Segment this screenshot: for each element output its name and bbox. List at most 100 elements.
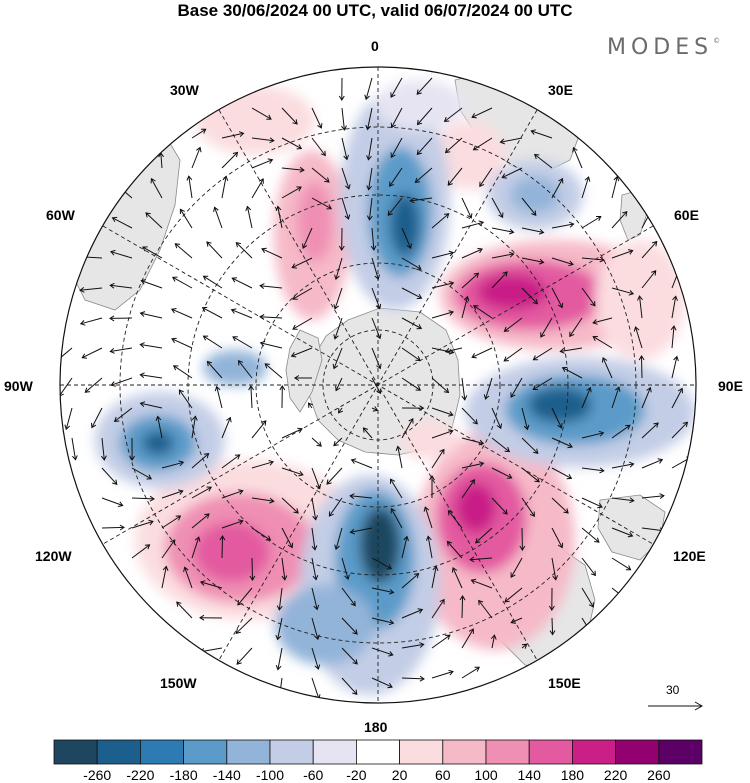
wind-vector-shaft bbox=[311, 437, 322, 447]
wind-vector-shaft bbox=[291, 257, 313, 269]
wind-vector-shaft bbox=[491, 467, 512, 479]
wind-vector-shaft bbox=[611, 287, 634, 295]
wind-vector-shaft bbox=[461, 666, 480, 679]
wind-vector-head bbox=[314, 664, 321, 670]
colorbar-bin bbox=[226, 739, 271, 765]
wind-vector-head bbox=[419, 405, 425, 412]
wind-vector-shaft bbox=[551, 407, 562, 429]
wind-vector-shaft bbox=[221, 454, 240, 469]
wind-vector-shaft bbox=[341, 617, 358, 635]
wind-vector-shaft bbox=[551, 178, 563, 199]
wind-vector-shaft bbox=[581, 257, 604, 261]
positive-anomaly-2-core bbox=[297, 182, 333, 262]
wind-vector-head bbox=[290, 352, 297, 358]
colorbar-tick-label: 140 bbox=[517, 767, 541, 783]
wind-vector-shaft bbox=[611, 176, 618, 199]
wind-vector-shaft bbox=[471, 347, 493, 358]
wind-vector-head bbox=[179, 208, 185, 214]
wind-vector-head bbox=[202, 275, 209, 281]
wind-vector-head bbox=[625, 424, 631, 430]
wind-vector-head bbox=[633, 326, 640, 332]
wind-vector-shaft bbox=[277, 206, 283, 229]
wind-vector-head bbox=[366, 215, 373, 221]
wind-vector-shaft bbox=[221, 152, 238, 169]
colorbar-tick-label: 260 bbox=[647, 767, 671, 783]
wind-vector-shaft bbox=[431, 282, 454, 289]
wind-vector-shaft bbox=[311, 527, 316, 550]
wind-vector-head bbox=[248, 385, 255, 391]
wind-vector-head bbox=[552, 575, 559, 581]
wind-vector-shaft bbox=[326, 467, 343, 485]
wind-vector-head bbox=[415, 355, 421, 362]
wind-vector-head bbox=[245, 205, 252, 212]
wind-vector-shaft bbox=[581, 176, 590, 199]
wind-vector-head bbox=[567, 442, 573, 449]
wind-vector-shaft bbox=[581, 467, 604, 472]
wind-vector-head bbox=[647, 207, 654, 214]
wind-vector-head bbox=[627, 531, 634, 538]
wind-vector-head bbox=[317, 123, 323, 129]
wind-vector-head bbox=[276, 695, 283, 701]
wind-vector-head bbox=[447, 180, 453, 186]
wind-vector-shaft bbox=[447, 167, 463, 186]
wind-vector-head bbox=[162, 565, 169, 571]
wind-vector-shaft bbox=[112, 217, 133, 229]
wind-vector-shaft bbox=[328, 497, 343, 517]
wind-vector-shaft bbox=[191, 128, 206, 139]
wind-vector-shaft bbox=[261, 248, 283, 259]
wind-vector-head bbox=[315, 483, 322, 490]
wind-vector-head bbox=[176, 601, 182, 607]
wind-vector-shaft bbox=[334, 287, 343, 310]
wind-vector-head bbox=[471, 113, 477, 119]
wind-vector-head bbox=[338, 245, 345, 251]
wind-vector-shaft bbox=[461, 407, 478, 425]
wind-vector-head bbox=[387, 682, 393, 689]
wind-vector-head bbox=[170, 308, 177, 314]
wind-vector-shaft bbox=[551, 467, 572, 479]
wind-vector-head bbox=[201, 306, 208, 313]
wind-vector-shaft bbox=[415, 167, 433, 183]
wind-vector-head bbox=[510, 392, 516, 398]
wind-vector-head bbox=[335, 385, 341, 392]
wind-vector-head bbox=[682, 421, 689, 428]
wind-vector-head bbox=[540, 332, 546, 338]
wind-vector-head bbox=[569, 221, 575, 228]
wind-vector-head bbox=[588, 602, 594, 608]
wind-vector-head bbox=[474, 666, 480, 672]
wind-vector-head bbox=[249, 575, 256, 581]
wind-vector-head bbox=[444, 348, 451, 354]
wind-vector-shaft bbox=[569, 317, 583, 337]
wind-vector-shaft bbox=[281, 557, 286, 580]
wind-vector-shaft bbox=[367, 137, 373, 160]
wind-vector-shaft bbox=[281, 428, 303, 439]
wind-vector-shaft bbox=[341, 647, 358, 665]
wind-vector-shaft bbox=[491, 227, 514, 233]
wind-vector-head bbox=[596, 216, 602, 222]
wind-vector-head bbox=[406, 243, 412, 250]
wind-vector-shaft bbox=[551, 257, 574, 265]
wind-vector-head bbox=[614, 386, 621, 392]
wind-vector-head bbox=[461, 395, 468, 401]
wind-vector-head bbox=[586, 386, 592, 393]
wind-vector-head bbox=[413, 572, 420, 579]
wind-vector-shaft bbox=[176, 601, 193, 619]
wind-vector-shaft bbox=[401, 347, 421, 361]
wind-vector-shaft bbox=[401, 609, 423, 619]
wind-vector-head bbox=[292, 119, 298, 125]
wind-vector-shaft bbox=[581, 497, 603, 508]
wind-vector-shaft bbox=[641, 241, 658, 259]
wind-vector-shaft bbox=[141, 280, 163, 289]
wind-vector-shaft bbox=[501, 167, 523, 179]
wind-vector-head bbox=[503, 356, 509, 362]
wind-vector-shaft bbox=[431, 430, 453, 439]
wind-vector-head bbox=[326, 479, 332, 485]
wind-vector-shaft bbox=[445, 347, 463, 353]
wind-vector-head bbox=[206, 486, 213, 492]
wind-vector-head bbox=[269, 497, 275, 504]
wind-vector-head bbox=[601, 357, 608, 363]
wind-vector-shaft bbox=[161, 566, 167, 589]
wind-vector-shaft bbox=[581, 387, 591, 409]
wind-vector-head bbox=[199, 614, 205, 621]
wind-vector-head bbox=[275, 205, 282, 211]
wind-vector-shaft bbox=[178, 389, 193, 409]
